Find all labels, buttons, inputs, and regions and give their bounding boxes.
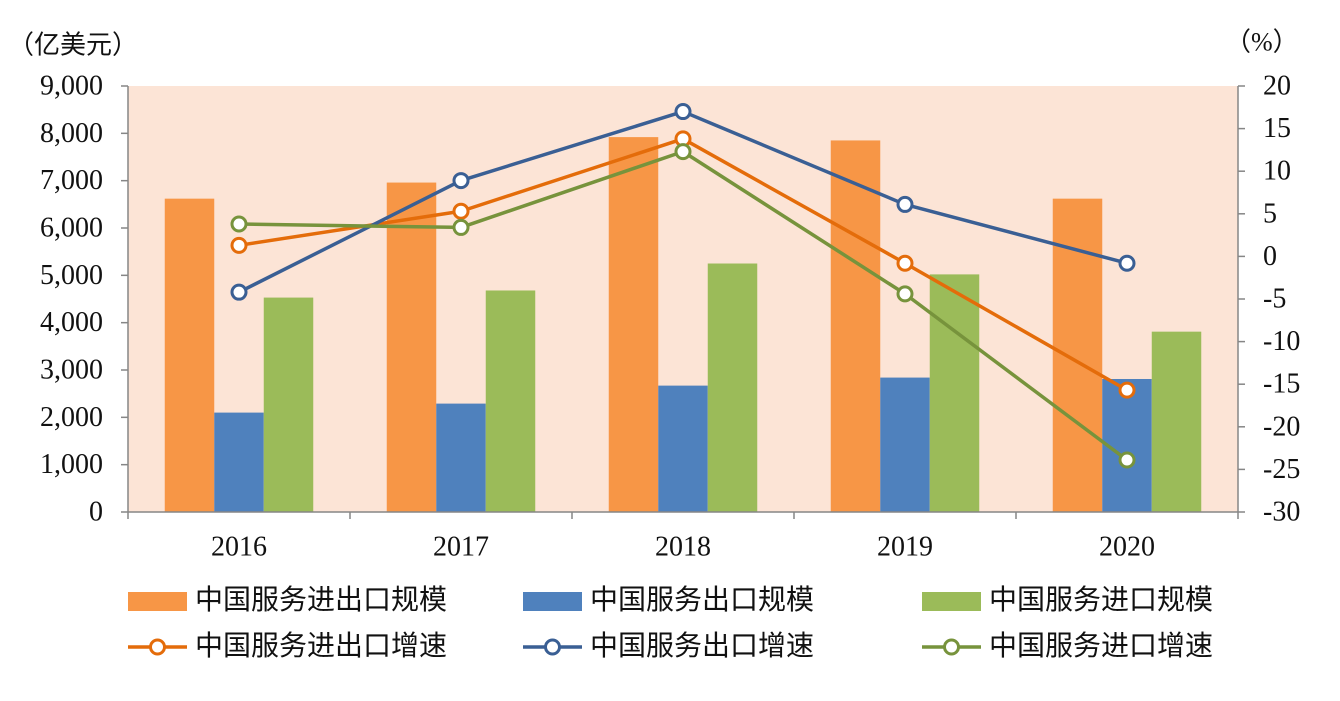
legend-item: 中国服务进出口规模 — [128, 584, 447, 618]
left-tick-label: 4,000 — [40, 307, 103, 338]
legend-marker — [544, 638, 561, 656]
left-axis-title: （亿美元） — [8, 31, 138, 60]
bar — [880, 377, 930, 512]
right-tick-label: -20 — [1263, 411, 1300, 442]
x-tick-label: 2018 — [655, 532, 711, 563]
bar — [214, 412, 264, 512]
legend-swatch-bar — [128, 591, 187, 611]
left-tick-label: 8,000 — [40, 118, 103, 149]
axes: 0 1,000 2,000 3,000 4,000 5,000 6,000 7,000 8,00… — [40, 71, 1300, 563]
bar — [707, 263, 758, 512]
bar — [929, 274, 980, 512]
legend-label: 中国服务出口增速 — [590, 631, 815, 662]
legend-swatch-line — [922, 638, 981, 656]
bar — [830, 140, 881, 512]
left-tick-label: 2,000 — [40, 402, 103, 433]
line-group — [230, 103, 1136, 469]
line-marker — [674, 143, 692, 161]
x-tick-label: 2019 — [877, 532, 933, 563]
right-tick-label: -30 — [1263, 497, 1300, 528]
legend-item: 中国服务进出口增速 — [128, 630, 447, 664]
bar — [263, 297, 314, 512]
legend-label: 中国服务出口规模 — [590, 585, 815, 616]
right-axis-title: （%） — [1225, 28, 1299, 57]
right-tick-label: -5 — [1263, 284, 1286, 315]
line-marker — [452, 218, 470, 236]
line-marker — [1118, 451, 1136, 469]
left-tick-label: 7,000 — [40, 165, 103, 196]
x-tick-label: 2020 — [1099, 532, 1155, 563]
bar-group — [164, 137, 1202, 513]
line-marker — [1118, 381, 1136, 399]
right-tick-label: 0 — [1263, 241, 1277, 272]
left-tick-label: 0 — [89, 497, 103, 528]
legend-item: 中国服务出口规模 — [523, 584, 814, 618]
bar — [485, 290, 536, 512]
x-tick-label: 2016 — [211, 532, 267, 563]
line-marker — [230, 283, 248, 301]
legend-item: 中国服务进口增速 — [922, 630, 1213, 664]
right-tick-label: 20 — [1263, 71, 1291, 102]
legend-swatch-bar — [523, 591, 582, 611]
bar — [1151, 331, 1202, 512]
line-marker — [896, 285, 914, 303]
left-tick-label: 9,000 — [40, 71, 103, 102]
legend-label: 中国服务进口规模 — [989, 585, 1214, 616]
legend-swatch-line — [128, 638, 187, 656]
left-tick-label: 6,000 — [40, 213, 103, 244]
legend-label: 中国服务进口增速 — [989, 631, 1214, 662]
left-tick-label: 3,000 — [40, 355, 103, 386]
legend-swatch-bar — [922, 591, 981, 611]
right-tick-label: -15 — [1263, 369, 1300, 400]
right-tick-label: -10 — [1263, 326, 1300, 357]
line-marker — [1118, 254, 1136, 272]
line-marker — [896, 254, 914, 272]
legend-swatch-line — [523, 638, 582, 656]
bar — [386, 182, 437, 512]
line-marker — [230, 215, 248, 233]
legend-marker — [149, 638, 166, 656]
left-tick-label: 5,000 — [40, 260, 103, 291]
right-tick-label: 5 — [1263, 198, 1277, 229]
bar — [164, 198, 215, 513]
line-marker — [452, 202, 470, 220]
line-marker — [674, 103, 692, 121]
x-tick-label: 2017 — [433, 532, 489, 563]
legend-item: 中国服务出口增速 — [523, 630, 814, 664]
legend-label: 中国服务进出口增速 — [195, 631, 448, 662]
right-tick-label: -25 — [1263, 454, 1300, 485]
bar — [658, 385, 708, 512]
legend-label: 中国服务进出口规模 — [195, 585, 448, 616]
legend-item: 中国服务进口规模 — [922, 584, 1213, 618]
line-marker — [230, 236, 248, 254]
line-marker — [896, 195, 914, 213]
right-tick-label: 15 — [1263, 113, 1291, 144]
bar — [608, 137, 659, 512]
legend-marker — [943, 638, 960, 656]
right-tick-label: 10 — [1263, 156, 1291, 187]
line-marker — [452, 172, 470, 190]
bar — [436, 403, 486, 512]
left-tick-label: 1,000 — [40, 449, 103, 480]
